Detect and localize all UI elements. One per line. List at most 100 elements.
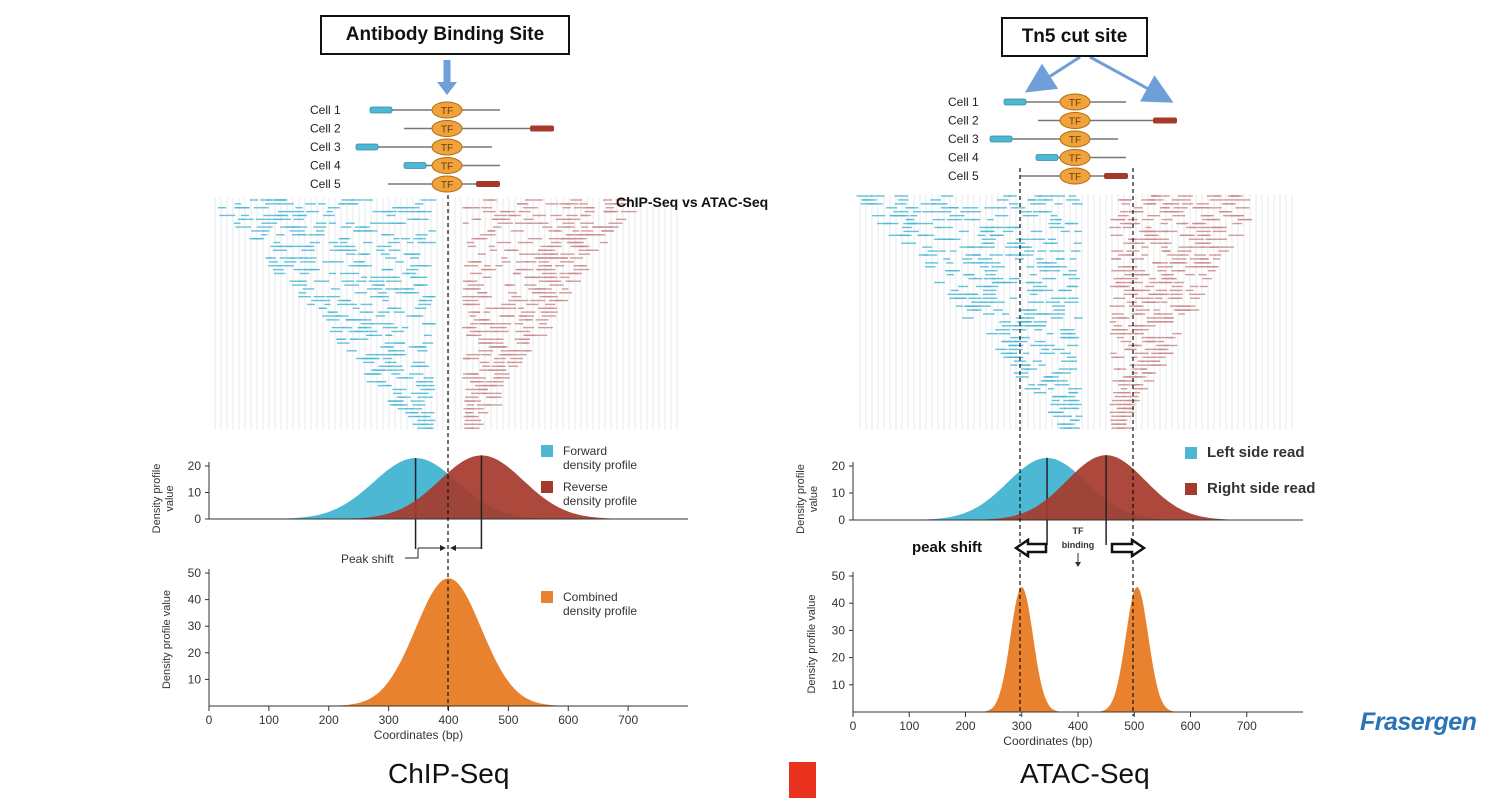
tf-oval [431, 157, 463, 174]
tf-label: TF [441, 180, 453, 191]
tf-label: TF [1069, 117, 1081, 128]
left-side-legend-swatch [1185, 447, 1197, 459]
right-side-legend-swatch [1185, 483, 1197, 495]
tf-label: TF [441, 143, 453, 154]
forward-tag [989, 135, 1013, 143]
forward-legend-swatch [541, 445, 553, 457]
x-axis-label: Coordinates (bp) [374, 728, 463, 742]
frasergen-logo: Frasergen [1360, 708, 1477, 736]
x-tick-label: 100 [259, 713, 279, 727]
tf-oval [1059, 112, 1091, 129]
tf-label: TF [1069, 154, 1081, 165]
cell-label: Cell 4 [310, 159, 341, 173]
y-tick-label: 10 [188, 672, 202, 686]
y-tick-label: 30 [832, 623, 846, 637]
x-tick-label: 0 [850, 719, 857, 733]
cell-label: Cell 1 [948, 95, 979, 109]
tf-label: TF [441, 106, 453, 117]
x-tick-label: 600 [1180, 719, 1200, 733]
right-side-legend-label: Right side read [1207, 480, 1315, 497]
tf-label: TF [1069, 135, 1081, 146]
reverse-density-area [853, 455, 1303, 520]
tn5-cut-site-box: Tn5 cut site [1001, 17, 1148, 57]
reverse-tag [530, 125, 554, 132]
y-tick-label: 50 [188, 566, 202, 580]
tf-oval [1059, 130, 1091, 148]
reverse-tag [476, 181, 500, 187]
tn5-cut-site-label: Tn5 cut site [1021, 26, 1128, 47]
cell-label: Cell 1 [310, 103, 341, 117]
peak-shift-pointer [405, 548, 419, 559]
reverse-legend-label: density profile [563, 494, 637, 508]
cell-label: Cell 2 [310, 122, 341, 136]
left-side-legend-label: Left side read [1207, 444, 1305, 461]
y-label-line: value [808, 486, 820, 512]
atac-seq-title: ATAC-Seq [1020, 758, 1150, 789]
x-tick-label: 600 [558, 713, 578, 727]
y-tick-label: 50 [832, 569, 846, 583]
y-tick-label: 30 [188, 619, 202, 633]
forward-legend-label: Forward [563, 444, 607, 458]
y-tick-label: 20 [188, 646, 202, 660]
x-tick-label: 500 [498, 713, 518, 727]
chip-seq-title: ChIP-Seq [388, 758, 510, 789]
density-y-label: Density profilevalue [151, 464, 176, 534]
x-tick-label: 400 [1068, 719, 1088, 733]
combined-density-area [853, 586, 1303, 712]
x-tick-label: 300 [379, 713, 399, 727]
y-tick-label: 20 [188, 459, 202, 473]
antibody-binding-site-label: Antibody Binding Site [345, 24, 545, 45]
x-tick-label: 400 [438, 713, 458, 727]
x-tick-label: 0 [206, 713, 213, 727]
tf-oval [431, 101, 463, 119]
chip-strand-chart: 0 10 20 Density profilevalue [151, 455, 688, 549]
y-label-line: Density profile [151, 464, 163, 534]
down-arrow-head [437, 82, 457, 95]
chip-seq-reads-pileup [214, 198, 678, 430]
chip-seq-cell-diagram: Cell 1 TF Cell 2 TF Cell 3 TF Cell 4 TF Cell 5 TF [310, 101, 554, 193]
y-tick-label: 0 [194, 512, 201, 526]
forward-tag [403, 162, 427, 169]
tf-oval [431, 175, 463, 193]
y-label-line: Density profile [795, 464, 807, 534]
x-tick-label: 700 [618, 713, 638, 727]
cell-label: Cell 5 [310, 177, 341, 191]
y-tick-label: 10 [832, 486, 846, 500]
atac-peak-shift-label: peak shift [912, 539, 982, 556]
tf-binding-label: TF [1073, 526, 1084, 536]
annotations: Peak shift peak shift TF binding [341, 55, 1174, 716]
reverse-tag [1153, 117, 1177, 124]
cell-label: Cell 4 [948, 151, 979, 165]
forward-legend-label: density profile [563, 458, 637, 472]
forward-tag [1035, 154, 1059, 161]
y-tick-label: 40 [832, 596, 846, 610]
reverse-tag [1104, 173, 1128, 179]
reverse-density-area [209, 455, 688, 519]
x-tick-label: 700 [1237, 719, 1257, 733]
hollow-arrow-right [1110, 537, 1147, 559]
forward-tag [1003, 98, 1027, 106]
tf-label: TF [1069, 98, 1081, 109]
tf-oval [431, 120, 463, 137]
combined-legend-swatch [541, 591, 553, 603]
combined-density-area [209, 578, 688, 706]
tf-oval [1059, 167, 1091, 185]
reverse-legend-swatch [541, 481, 553, 493]
y-label-line: value [164, 485, 176, 511]
tf-oval [1059, 93, 1091, 111]
density-y-label: Density profilevalue [795, 464, 820, 534]
tf-oval [1059, 149, 1091, 166]
tf-label: TF [441, 125, 453, 136]
combined-y-label: Density profile value [806, 594, 818, 693]
reverse-legend-label: Reverse [563, 480, 608, 494]
combined-legend-label: density profile [563, 604, 637, 618]
y-tick-label: 40 [188, 593, 202, 607]
hollow-arrow-left [1013, 537, 1048, 559]
x-tick-label: 500 [1124, 719, 1144, 733]
peak-shift-label: Peak shift [341, 552, 394, 566]
